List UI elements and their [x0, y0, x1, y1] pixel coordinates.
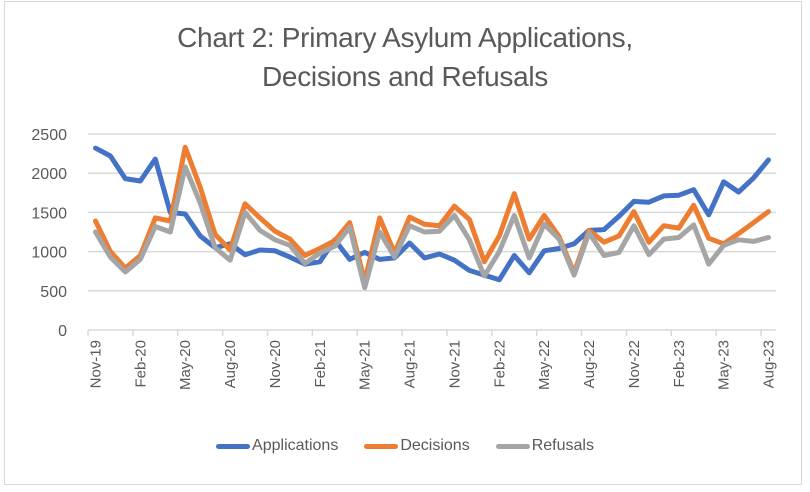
x-tick-label: Nov-19	[87, 340, 104, 388]
x-tick-label: May-23	[716, 340, 733, 390]
chart-title: Chart 2: Primary Asylum Applications, De…	[0, 18, 810, 96]
x-tick-label: May-21	[357, 340, 374, 390]
chart-title-line-2: Decisions and Refusals	[262, 61, 548, 92]
x-tick-label: May-22	[536, 340, 553, 390]
x-tick-label: Nov-22	[626, 340, 643, 388]
x-tick-label: Aug-23	[761, 340, 778, 388]
x-tick-label: Nov-21	[446, 340, 463, 388]
legend-item-refusals: Refusals	[495, 437, 594, 455]
x-tick-label: Aug-20	[222, 340, 239, 388]
legend-item-applications: Applications	[216, 437, 338, 455]
y-tick-label: 2000	[31, 166, 67, 183]
x-tick-label: Nov-20	[267, 340, 284, 388]
series-line-refusals	[93, 164, 771, 291]
y-axis-ticks: 0 500 1000 1500 2000 2500	[31, 127, 67, 340]
legend-label-applications: Applications	[252, 437, 339, 454]
x-axis-tick-labels: Nov-19 Feb-20 May-20 Aug-20 Nov-20 Feb-21 May-…	[87, 340, 777, 390]
x-tick-label: Feb-22	[491, 340, 508, 388]
y-tick-label: 1500	[31, 205, 67, 222]
legend-swatch-applications	[216, 443, 251, 449]
x-tick-label: May-20	[177, 340, 194, 390]
y-tick-label: 0	[58, 323, 67, 340]
series-lines	[93, 144, 771, 291]
legend-label-refusals: Refusals	[531, 437, 594, 454]
legend: Applications Decisions Refusals	[0, 437, 810, 455]
y-tick-label: 2500	[31, 127, 67, 144]
x-tick-label: Feb-20	[132, 340, 149, 388]
x-tick-label: Aug-22	[581, 340, 598, 388]
x-axis	[87, 329, 776, 336]
y-tick-label: 500	[40, 284, 67, 301]
legend-swatch-decisions	[364, 443, 399, 449]
legend-swatch-refusals	[495, 443, 530, 449]
legend-item-decisions: Decisions	[364, 437, 470, 455]
x-tick-label: Feb-21	[312, 340, 329, 388]
y-tick-label: 1000	[31, 245, 67, 262]
chart-title-line-1: Chart 2: Primary Asylum Applications,	[177, 22, 633, 53]
series-line-decisions	[93, 144, 771, 284]
legend-label-decisions: Decisions	[400, 437, 470, 454]
x-tick-label: Aug-21	[402, 340, 419, 388]
series-line-applications	[93, 145, 771, 283]
x-tick-label: Feb-23	[671, 340, 688, 388]
